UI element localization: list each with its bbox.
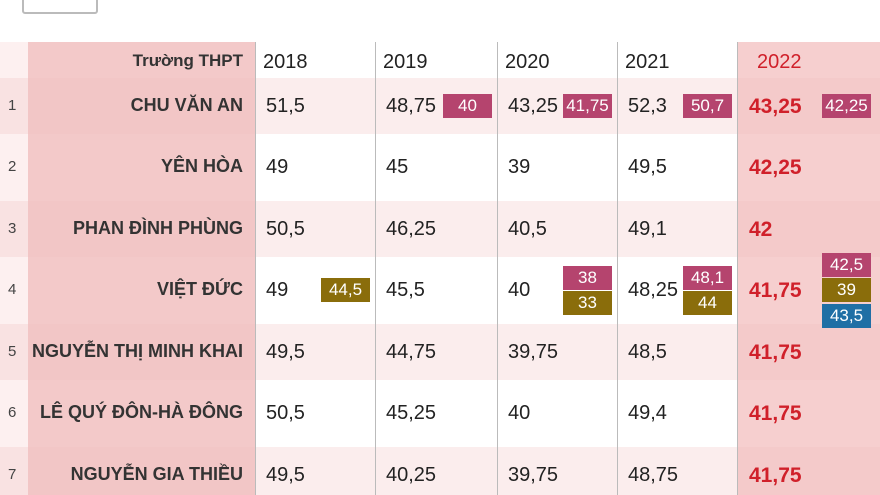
badge: 48,1 (683, 265, 732, 290)
badge: 42,5 (822, 252, 871, 277)
index-column (0, 42, 28, 495)
score: 44,75 (386, 340, 437, 363)
score: 48,75 (628, 463, 679, 486)
row-index: 3 (8, 219, 17, 237)
score: 49 (266, 279, 289, 302)
row-index: 6 (8, 404, 17, 422)
score: 40 (508, 279, 531, 302)
score: 49,5 (266, 340, 305, 363)
row-index: 5 (8, 342, 17, 360)
score: 49,1 (628, 217, 667, 240)
row-index: 4 (8, 281, 17, 299)
score: 52,3 (628, 94, 667, 117)
score: 46,25 (386, 217, 437, 240)
header-cell: 2019 (383, 51, 428, 73)
score: 43,25 (508, 94, 559, 117)
name-column (28, 42, 255, 495)
badge: 44 (683, 291, 732, 315)
badge: 33 (563, 291, 612, 315)
score: 49,5 (628, 156, 667, 179)
row-stripe (0, 324, 880, 380)
column-divider (617, 42, 618, 495)
score: 45,25 (386, 402, 437, 425)
row-index: 2 (8, 158, 17, 176)
badge: 38 (563, 265, 612, 290)
score-2022: 42 (749, 217, 773, 241)
row-stripe (0, 447, 880, 495)
score: 40,25 (386, 463, 437, 486)
badge: 41,75 (563, 93, 612, 118)
score: 48,5 (628, 340, 667, 363)
score: 50,5 (266, 217, 305, 240)
score: 49 (266, 156, 289, 179)
column-divider (255, 42, 256, 495)
school-name: VIỆT ĐỨC (157, 279, 243, 300)
score: 45,5 (386, 279, 425, 302)
header-cell: 2020 (505, 51, 550, 73)
badge: 42,25 (822, 93, 871, 118)
score: 49,5 (266, 463, 305, 486)
score: 48,25 (628, 279, 679, 302)
school-name: PHAN ĐÌNH PHÙNG (72, 217, 243, 238)
score: 40,5 (508, 217, 547, 240)
school-name: CHU VĂN AN (130, 94, 243, 115)
school-name: NGUYỄN GIA THIỀU (70, 463, 243, 484)
score: 50,5 (266, 402, 305, 425)
score-2022: 42,25 (749, 156, 802, 180)
header-cell: 2018 (263, 51, 308, 73)
score: 51,5 (266, 94, 305, 117)
badge: 40 (443, 93, 492, 118)
score-2022: 41,75 (749, 279, 802, 303)
score: 39,75 (508, 463, 559, 486)
badge: 50,7 (683, 93, 732, 118)
badge: 44,5 (321, 278, 370, 303)
badge: 43,5 (822, 303, 871, 328)
score-2022: 41,75 (749, 402, 802, 426)
score: 39,75 (508, 340, 559, 363)
row-index: 7 (8, 465, 17, 483)
column-divider (737, 42, 738, 495)
icon-box (22, 0, 98, 14)
badge: 39 (822, 278, 871, 303)
score: 45 (386, 156, 409, 179)
header-cell: 2021 (625, 51, 670, 73)
score: 39 (508, 156, 531, 179)
score: 49,4 (628, 402, 667, 425)
score-2022: 41,75 (749, 340, 802, 364)
school-name: LÊ QUÝ ĐÔN-HÀ ĐÔNG (39, 402, 243, 423)
header-cell: Trường THPT (132, 51, 243, 70)
column-divider (375, 42, 376, 495)
score-2022: 43,25 (749, 94, 802, 118)
row-stripe (0, 78, 880, 134)
score-2022: 41,75 (749, 463, 802, 487)
school-name: YÊN HÒA (160, 156, 243, 177)
column-divider (497, 42, 498, 495)
score: 40 (508, 402, 531, 425)
row-stripe (0, 201, 880, 257)
row-index: 1 (8, 96, 17, 114)
score: 48,75 (386, 94, 437, 117)
header-cell: 2022 (757, 51, 802, 73)
school-name: NGUYỄN THỊ MINH KHAI (32, 340, 243, 361)
